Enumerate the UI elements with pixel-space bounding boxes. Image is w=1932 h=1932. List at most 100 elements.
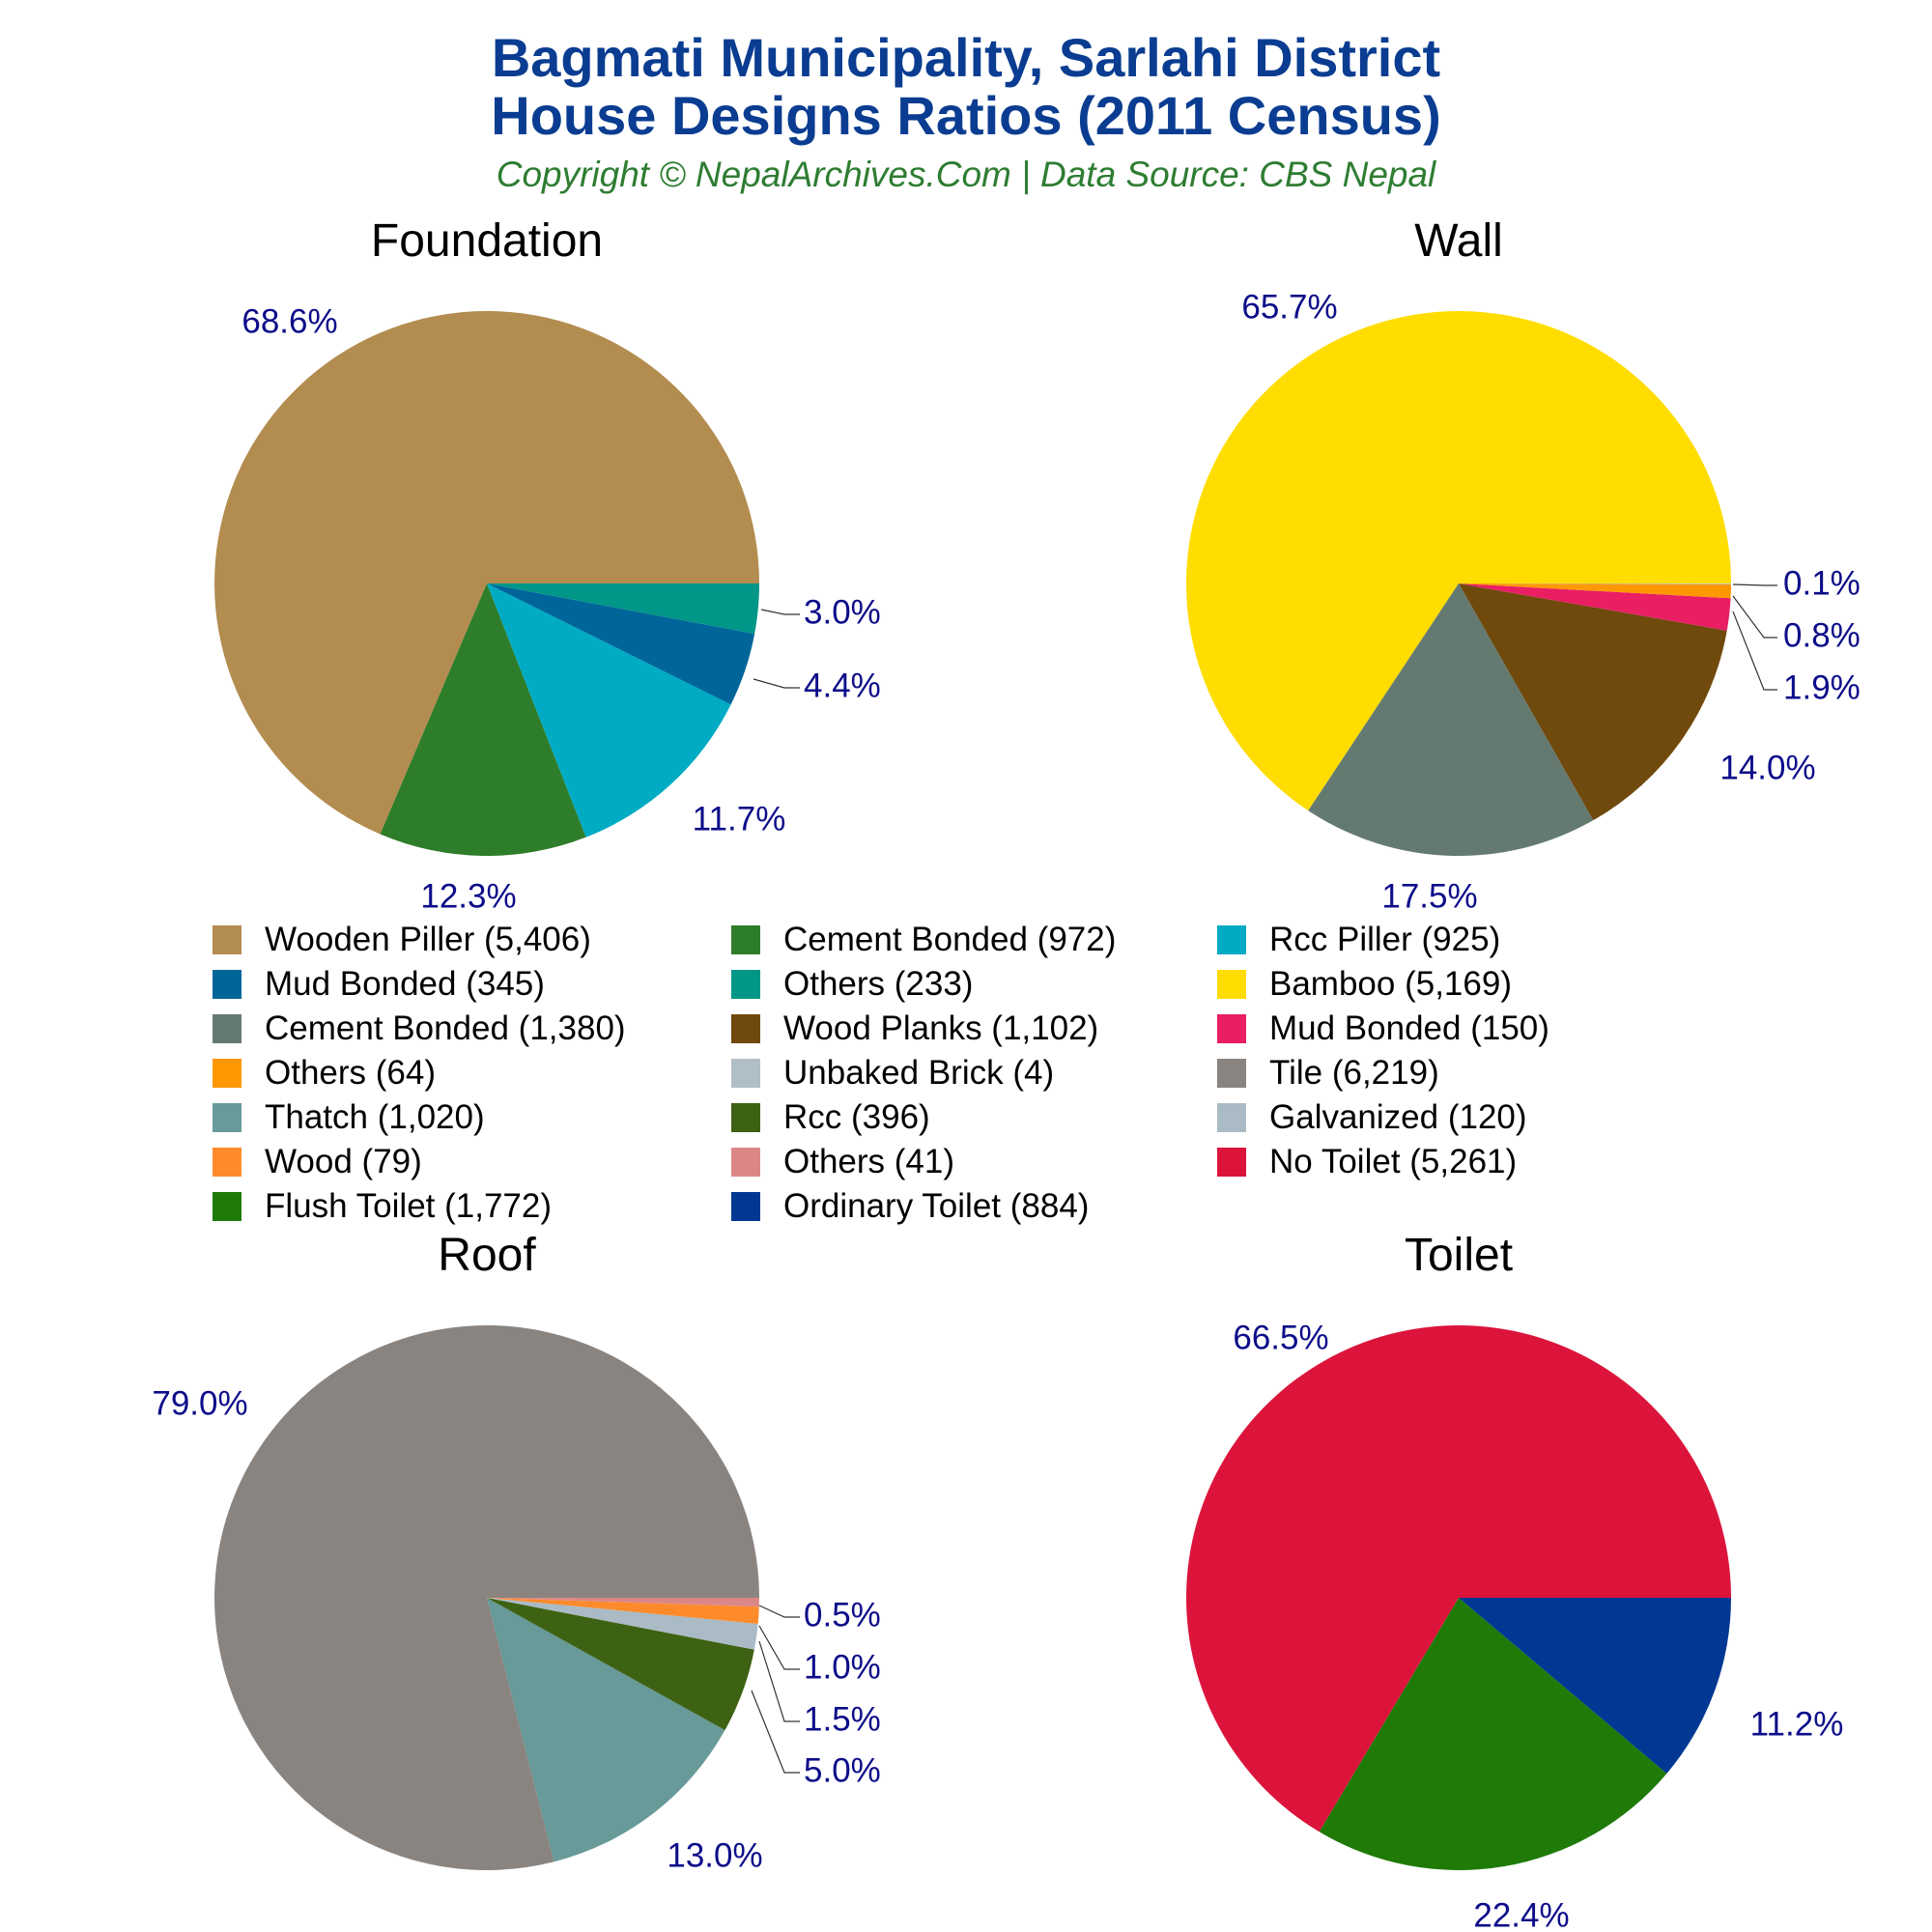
pie-label-roof-5: 0.5% xyxy=(804,1596,881,1634)
pie-label-toilet-1: 22.4% xyxy=(1473,1896,1569,1932)
pie-slice-foundation-wooden-piller xyxy=(214,310,759,835)
pie-slice-wall-cement-bonded xyxy=(1308,583,1594,856)
legend-swatch xyxy=(1217,925,1246,954)
legend-label: Mud Bonded (345) xyxy=(265,965,545,1003)
pie-slice-roof-wood xyxy=(487,1598,759,1624)
pie-slice-wall-mud-bonded xyxy=(1459,583,1731,631)
legend-swatch xyxy=(213,1014,242,1043)
legend-item: Cement Bonded (972) xyxy=(731,918,1116,962)
legend-label: Wood (79) xyxy=(265,1143,422,1180)
legend-item: Bamboo (5,169) xyxy=(1217,962,1512,1007)
pie-title-foundation: Foundation xyxy=(370,215,604,267)
legend-label: Others (233) xyxy=(783,965,974,1003)
legend-label: Flush Toilet (1,772) xyxy=(265,1187,553,1225)
legend-item: Unbaked Brick (4) xyxy=(731,1051,1054,1095)
pie-slice-toilet-ordinary-toilet xyxy=(1459,1598,1731,1775)
chart-title-line1: Bagmati Municipality, Sarlahi District xyxy=(491,27,1441,88)
pie-label-wall-0: 65.7% xyxy=(1241,288,1337,326)
pie-slice-roof-galvanized xyxy=(487,1598,758,1650)
pie-slice-roof-tile xyxy=(213,1324,759,1870)
leader-line-roof-3 xyxy=(758,1640,800,1722)
legend-item: Others (64) xyxy=(213,1051,436,1095)
legend-item: Cement Bonded (1,380) xyxy=(213,1007,626,1051)
legend-swatch xyxy=(213,1103,242,1132)
pie-label-roof-3: 1.5% xyxy=(804,1700,881,1738)
legend-label: No Toilet (5,261) xyxy=(1269,1143,1518,1180)
pie-label-roof-4: 1.0% xyxy=(804,1648,881,1686)
legend-item: Rcc Piller (925) xyxy=(1217,918,1500,962)
pie-title-wall: Wall xyxy=(1414,215,1503,267)
legend-item: Others (233) xyxy=(731,962,973,1007)
pie-title-toilet: Toilet xyxy=(1404,1230,1514,1281)
pie-label-foundation-1: 12.3% xyxy=(420,877,516,915)
legend-swatch xyxy=(731,925,760,954)
pie-label-roof-2: 5.0% xyxy=(804,1751,881,1789)
leader-line-roof-2 xyxy=(751,1690,800,1774)
legend-swatch xyxy=(213,970,242,999)
legend-swatch xyxy=(1217,1014,1246,1043)
legend-label: Cement Bonded (972) xyxy=(783,921,1117,958)
leader-line-foundation-3 xyxy=(753,678,800,689)
legend-label: Thatch (1,020) xyxy=(265,1098,485,1136)
legend-swatch xyxy=(731,970,760,999)
pie-label-roof-0: 79.0% xyxy=(152,1384,247,1422)
legend-item: No Toilet (5,261) xyxy=(1217,1140,1517,1184)
legend-label: Tile (6,219) xyxy=(1269,1054,1439,1092)
legend-swatch xyxy=(213,925,242,954)
leader-line-wall-4 xyxy=(1732,595,1777,639)
pie-label-roof-1: 13.0% xyxy=(667,1836,762,1874)
pie-slice-wall-unbaked-brick xyxy=(1459,583,1731,584)
legend-label: Cement Bonded (1,380) xyxy=(265,1009,626,1047)
legend-swatch xyxy=(1217,970,1246,999)
legend-swatch xyxy=(1217,1103,1246,1132)
pie-label-toilet-2: 11.2% xyxy=(1750,1705,1844,1743)
legend-label: Ordinary Toilet (884) xyxy=(783,1187,1090,1225)
chart-title-line2: House Designs Ratios (2011 Census) xyxy=(491,85,1441,146)
legend-label: Rcc Piller (925) xyxy=(1269,921,1501,958)
pie-label-foundation-0: 68.6% xyxy=(242,302,337,340)
pie-label-wall-3: 1.9% xyxy=(1783,668,1861,706)
legend-item: Tile (6,219) xyxy=(1217,1051,1439,1095)
pie-slice-wall-wood-planks xyxy=(1459,583,1727,821)
pie-slice-foundation-others xyxy=(487,583,759,635)
legend-item: Mud Bonded (150) xyxy=(1217,1007,1549,1051)
legend-swatch xyxy=(213,1192,242,1221)
legend-item: Galvanized (120) xyxy=(1217,1095,1527,1140)
legend-swatch xyxy=(731,1148,760,1177)
pie-label-foundation-2: 11.7% xyxy=(693,800,786,838)
chart-subtitle: Copyright © NepalArchives.Com | Data Sou… xyxy=(496,155,1436,194)
leader-line-wall-3 xyxy=(1732,611,1777,691)
legend-label: Galvanized (120) xyxy=(1269,1098,1527,1136)
pie-slice-toilet-no-toilet xyxy=(1186,1325,1731,1833)
legend-item: Wooden Piller (5,406) xyxy=(213,918,591,962)
legend-swatch xyxy=(1217,1059,1246,1088)
legend-item: Ordinary Toilet (884) xyxy=(731,1184,1089,1229)
pie-label-toilet-0: 66.5% xyxy=(1233,1319,1328,1356)
legend-swatch xyxy=(731,1192,760,1221)
pie-slice-roof-thatch xyxy=(487,1598,725,1862)
legend-item: Others (41) xyxy=(731,1140,954,1184)
pie-label-wall-1: 17.5% xyxy=(1381,877,1477,915)
pie-slice-foundation-mud-bonded xyxy=(487,583,755,705)
pie-label-wall-4: 0.8% xyxy=(1783,616,1861,654)
pie-title-roof: Roof xyxy=(438,1230,536,1281)
pie-label-foundation-3: 4.4% xyxy=(804,667,881,704)
pie-label-wall-2: 14.0% xyxy=(1719,749,1815,786)
legend-label: Others (64) xyxy=(265,1054,436,1092)
legend-swatch xyxy=(731,1059,760,1088)
legend-label: Mud Bonded (150) xyxy=(1269,1009,1549,1047)
pie-slice-wall-bamboo xyxy=(1185,310,1731,811)
legend-swatch xyxy=(213,1148,242,1177)
legend-swatch xyxy=(1217,1148,1246,1177)
legend-item: Flush Toilet (1,772) xyxy=(213,1184,552,1229)
legend-label: Unbaked Brick (4) xyxy=(783,1054,1055,1092)
legend-item: Wood (79) xyxy=(213,1140,422,1184)
legend-label: Wooden Piller (5,406) xyxy=(265,921,591,958)
pie-slice-wall-others xyxy=(1459,583,1731,599)
pie-slice-toilet-flush-toilet xyxy=(1319,1598,1667,1870)
leader-line-wall-5 xyxy=(1732,583,1777,586)
legend-item: Wood Planks (1,102) xyxy=(731,1007,1098,1051)
legend-item: Rcc (396) xyxy=(731,1095,930,1140)
leader-line-roof-4 xyxy=(758,1625,800,1670)
pie-slice-foundation-rcc-piller xyxy=(487,583,731,838)
